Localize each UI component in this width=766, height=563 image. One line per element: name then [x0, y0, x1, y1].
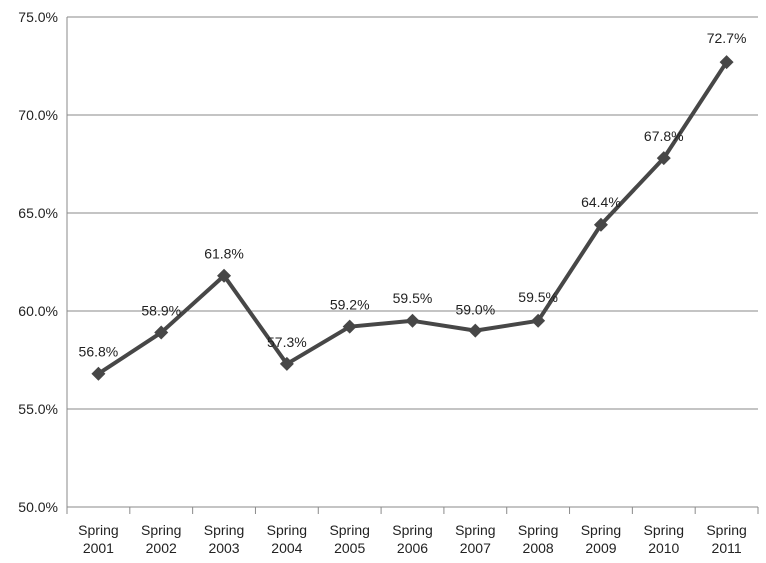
- data-point-marker: [279, 356, 294, 371]
- data-point-marker: [656, 151, 671, 166]
- data-label: 59.5%: [393, 290, 433, 306]
- y-tick-label: 55.0%: [18, 401, 58, 417]
- y-tick-labels: 50.0% 55.0% 60.0% 65.0% 70.0% 75.0%: [18, 9, 58, 515]
- x-tick-labels: Spring 2001 Spring 2002 Spring 2003 Spring 2004…: [78, 522, 747, 556]
- data-point-marker: [405, 313, 420, 328]
- y-tick-label: 70.0%: [18, 107, 58, 123]
- data-point-marker: [154, 325, 169, 340]
- x-tick-label: Spring 2010: [644, 522, 684, 556]
- data-label: 67.8%: [644, 128, 684, 144]
- axes: [66, 17, 759, 514]
- x-tick-label: Spring 2003: [204, 522, 244, 556]
- data-labels: 56.8% 58.9% 61.8% 57.3% 59.2% 59.5% 59.0% 59.5%…: [79, 30, 747, 360]
- data-label: 58.9%: [141, 303, 181, 319]
- data-label: 59.0%: [455, 302, 495, 318]
- x-tick-label: Spring 2006: [392, 522, 432, 556]
- x-tick-label: Spring 2008: [518, 522, 558, 556]
- data-point-marker: [593, 217, 608, 232]
- data-point-marker: [531, 313, 546, 328]
- x-tick-label: Spring 2001: [78, 522, 118, 556]
- x-tick-label: Spring 2002: [141, 522, 181, 556]
- data-label: 72.7%: [707, 30, 747, 46]
- data-point-marker: [342, 319, 357, 334]
- x-tick-label: Spring 2005: [329, 522, 369, 556]
- y-tick-label: 50.0%: [18, 499, 58, 515]
- x-tick-label: Spring 2009: [581, 522, 621, 556]
- data-point-marker: [217, 268, 232, 283]
- x-tick-label: Spring 2004: [267, 522, 307, 556]
- data-point-marker: [91, 366, 106, 381]
- data-label: 61.8%: [204, 246, 244, 262]
- data-label: 59.2%: [330, 297, 370, 313]
- data-label: 57.3%: [267, 334, 307, 350]
- series-group: [91, 55, 734, 381]
- x-tick-label: Spring 2011: [706, 522, 746, 556]
- data-label: 64.4%: [581, 194, 621, 210]
- y-tick-label: 75.0%: [18, 9, 58, 25]
- y-tick-label: 65.0%: [18, 205, 58, 221]
- y-tick-label: 60.0%: [18, 303, 58, 319]
- data-point-marker: [719, 55, 734, 70]
- x-tick-label: Spring 2007: [455, 522, 495, 556]
- data-point-marker: [468, 323, 483, 338]
- data-label: 56.8%: [79, 344, 119, 360]
- data-label: 59.5%: [518, 289, 558, 305]
- gridlines: [67, 16, 758, 508]
